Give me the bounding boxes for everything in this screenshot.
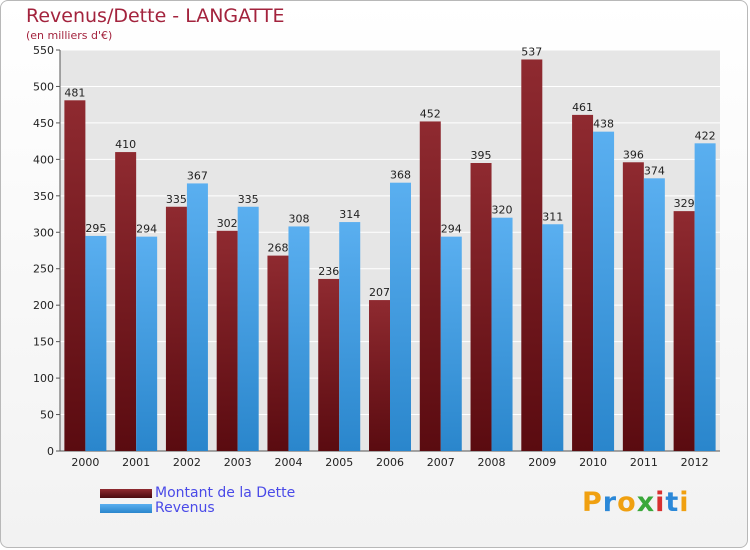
logo-letter: r bbox=[602, 487, 618, 518]
x-tick-label: 2005 bbox=[325, 456, 353, 469]
bar-dette-2006 bbox=[369, 300, 390, 451]
x-tick-label: 2009 bbox=[528, 456, 556, 469]
bar-revenus-2002 bbox=[186, 183, 208, 451]
bar-dette-2010 bbox=[572, 114, 594, 451]
bar-revenus-2010 bbox=[593, 131, 615, 451]
value-label-revenus-2000: 295 bbox=[85, 222, 106, 235]
value-label-revenus-2004: 308 bbox=[288, 212, 309, 225]
y-tick-label: 400 bbox=[33, 153, 54, 166]
chart-subtitle: (en milliers d'€) bbox=[26, 29, 113, 42]
x-tick-label: 2012 bbox=[681, 456, 709, 469]
bar-revenus-2007 bbox=[440, 236, 462, 451]
value-label-dette-2001: 410 bbox=[115, 138, 136, 151]
value-label-dette-2008: 395 bbox=[471, 149, 492, 162]
value-label-dette-2011: 396 bbox=[623, 148, 644, 161]
value-label-revenus-2010: 438 bbox=[593, 118, 614, 131]
logo-letter: x bbox=[636, 487, 656, 518]
bar-revenus-2006 bbox=[390, 182, 411, 451]
x-tick-label: 2010 bbox=[579, 456, 607, 469]
bar-dette-2002 bbox=[165, 206, 187, 451]
value-label-revenus-2009: 311 bbox=[542, 210, 563, 223]
legend-label-dette: Montant de la Dette bbox=[155, 485, 296, 501]
bar-dette-2008 bbox=[470, 163, 492, 451]
bar-revenus-2003 bbox=[237, 206, 259, 451]
bar-dette-2011 bbox=[622, 162, 644, 451]
bar-revenus-2012 bbox=[694, 143, 716, 451]
bar-dette-2012 bbox=[673, 211, 695, 451]
value-label-revenus-2002: 367 bbox=[187, 169, 208, 182]
y-tick-label: 500 bbox=[33, 80, 54, 93]
value-label-dette-2005: 236 bbox=[318, 265, 339, 278]
x-tick-label: 2007 bbox=[427, 456, 455, 469]
logo-letter: o bbox=[617, 487, 637, 518]
bar-revenus-2000 bbox=[85, 235, 107, 451]
bar-revenus-2009 bbox=[542, 224, 564, 451]
value-label-dette-2000: 481 bbox=[64, 86, 85, 99]
x-tick-label: 2008 bbox=[478, 456, 506, 469]
bar-dette-2000 bbox=[64, 100, 86, 451]
value-label-revenus-2006: 368 bbox=[390, 169, 411, 182]
value-label-revenus-2007: 294 bbox=[441, 223, 462, 236]
value-label-revenus-2001: 294 bbox=[136, 223, 157, 236]
logo-letter: P bbox=[582, 487, 603, 518]
bar-dette-2003 bbox=[216, 230, 238, 451]
y-tick-label: 350 bbox=[33, 190, 54, 203]
y-tick-label: 100 bbox=[33, 372, 54, 385]
y-tick-label: 550 bbox=[33, 44, 54, 57]
x-tick-label: 2001 bbox=[122, 456, 150, 469]
legend-swatch-revenus bbox=[100, 504, 152, 513]
legend-swatch-dette bbox=[100, 489, 152, 498]
x-tick-label: 2011 bbox=[630, 456, 658, 469]
bar-dette-2005 bbox=[318, 278, 340, 451]
bar-revenus-2001 bbox=[136, 236, 158, 451]
value-label-dette-2006: 207 bbox=[369, 286, 390, 299]
value-label-dette-2007: 452 bbox=[420, 107, 441, 120]
value-label-revenus-2005: 314 bbox=[339, 208, 360, 221]
x-tick-label: 2002 bbox=[173, 456, 201, 469]
value-label-dette-2010: 461 bbox=[572, 101, 593, 114]
logo-letter: i bbox=[679, 487, 690, 518]
bar-revenus-2005 bbox=[339, 222, 361, 451]
chart-title: Revenus/Dette - LANGATTE bbox=[26, 5, 285, 27]
bar-dette-2001 bbox=[115, 152, 137, 451]
value-label-dette-2009: 537 bbox=[521, 45, 542, 58]
value-label-revenus-2008: 320 bbox=[492, 204, 513, 217]
legend-label-revenus: Revenus bbox=[155, 500, 215, 516]
bar-revenus-2004 bbox=[288, 226, 310, 451]
y-tick-label: 50 bbox=[40, 409, 54, 422]
value-label-dette-2012: 329 bbox=[674, 197, 695, 210]
x-tick-label: 2006 bbox=[376, 456, 404, 469]
value-label-revenus-2003: 335 bbox=[238, 193, 259, 206]
y-tick-label: 200 bbox=[33, 299, 54, 312]
bar-dette-2004 bbox=[267, 255, 289, 451]
value-label-dette-2004: 268 bbox=[267, 242, 288, 255]
bar-revenus-2008 bbox=[491, 217, 513, 451]
bar-dette-2007 bbox=[419, 121, 441, 451]
y-tick-label: 0 bbox=[47, 445, 54, 458]
value-label-dette-2003: 302 bbox=[217, 217, 238, 230]
y-tick-label: 300 bbox=[33, 226, 54, 239]
x-tick-label: 2004 bbox=[274, 456, 302, 469]
proxiti-logo: Proxiti bbox=[582, 487, 690, 518]
x-tick-label: 2000 bbox=[71, 456, 99, 469]
value-label-revenus-2012: 422 bbox=[695, 129, 716, 142]
value-label-revenus-2011: 374 bbox=[644, 164, 665, 177]
x-tick-label: 2003 bbox=[224, 456, 252, 469]
y-tick-label: 450 bbox=[33, 117, 54, 130]
bar-dette-2009 bbox=[521, 59, 543, 451]
logo-letter: i bbox=[655, 487, 666, 518]
logo-letter: t bbox=[665, 487, 680, 518]
value-label-dette-2002: 335 bbox=[166, 193, 187, 206]
bar-revenus-2011 bbox=[643, 178, 665, 451]
y-tick-label: 150 bbox=[33, 336, 54, 349]
y-tick-label: 250 bbox=[33, 263, 54, 276]
